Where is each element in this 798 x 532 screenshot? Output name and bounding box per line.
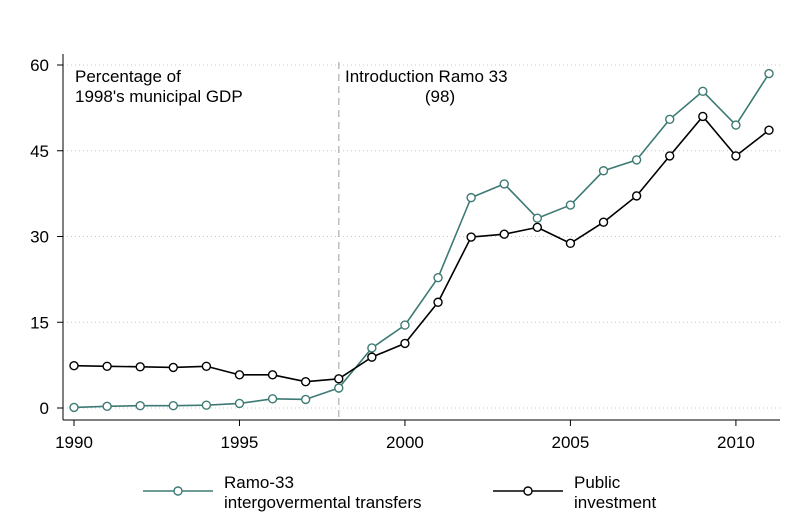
series [69, 68, 774, 413]
point-0-2005 [565, 200, 576, 210]
point-1-1995 [234, 370, 245, 380]
legend-item-transfers: Ramo-33 intergovermental transfers [143, 473, 421, 512]
point-0-2007 [631, 155, 642, 165]
point-1-1996 [267, 370, 278, 380]
point-1-1991 [102, 361, 112, 371]
legend-marker-investment [523, 486, 533, 496]
point-0-1998 [334, 383, 344, 393]
reference-label-line-2: (98) [425, 87, 455, 106]
legend-marker-transfers [173, 486, 183, 496]
point-0-1993 [168, 401, 178, 411]
series-1 [69, 111, 774, 387]
legend-label-investment-line-2: investment [574, 493, 656, 512]
x-tick-label-2005: 2005 [552, 433, 590, 452]
point-1-2004 [532, 222, 543, 233]
point-1-1993 [168, 362, 178, 373]
point-0-1991 [102, 401, 112, 411]
point-1-2005 [565, 238, 576, 249]
point-0-1996 [267, 394, 278, 404]
point-1-1998 [334, 374, 344, 384]
legend-label-investment-line-1: Public [574, 473, 621, 492]
point-1-2001 [433, 297, 443, 307]
x-tick-label-2010: 2010 [717, 433, 755, 452]
annotation-line-1: Percentage of [75, 67, 181, 86]
x-tick-label-2000: 2000 [386, 433, 424, 452]
point-1-1992 [135, 362, 145, 372]
point-1-2003 [499, 229, 509, 239]
x-axis-tick-labels: 1990 1995 2000 2005 2010 [55, 433, 755, 452]
point-0-2010 [731, 120, 741, 130]
point-1-2002 [466, 232, 476, 242]
point-0-2002 [466, 192, 476, 203]
series-line-0 [73, 73, 770, 409]
point-1-2008 [665, 151, 675, 161]
legend: Ramo-33 intergovermental transfers Publi… [143, 473, 656, 512]
x-tick-label-1995: 1995 [221, 433, 259, 452]
series-line-1 [73, 115, 770, 383]
legend-label-transfers-line-2: intergovermental transfers [224, 493, 421, 512]
point-1-2000 [400, 338, 410, 349]
point-0-1992 [135, 401, 145, 411]
y-tick-label-45: 45 [30, 142, 49, 161]
point-0-2008 [665, 114, 675, 125]
point-0-1999 [367, 343, 377, 353]
point-1-1990 [69, 360, 79, 371]
point-1-1999 [367, 352, 377, 362]
point-0-1995 [234, 398, 245, 409]
y-tick-label-15: 15 [30, 313, 49, 332]
legend-item-investment: Public investment [493, 473, 656, 512]
point-1-2007 [631, 191, 642, 201]
point-0-2004 [532, 213, 543, 223]
point-0-2003 [499, 179, 509, 189]
point-0-2011 [764, 68, 774, 79]
point-0-2000 [400, 320, 410, 330]
y-tick-label-60: 60 [30, 56, 49, 75]
point-1-2010 [731, 151, 741, 161]
x-tick-label-1990: 1990 [55, 433, 93, 452]
axes [57, 54, 780, 426]
series-0 [69, 68, 774, 413]
legend-label-transfers-line-1: Ramo-33 [224, 473, 294, 492]
point-1-1994 [201, 361, 212, 371]
point-0-1990 [69, 402, 79, 413]
point-1-1997 [300, 377, 311, 387]
reference-label-line-1: Introduction Ramo 33 [345, 67, 508, 86]
point-1-2011 [764, 125, 774, 135]
point-1-2009 [698, 111, 708, 122]
point-0-1994 [201, 400, 212, 410]
point-0-2001 [433, 272, 443, 283]
annotation-line-2: 1998's municipal GDP [75, 87, 243, 106]
point-0-2006 [598, 166, 609, 176]
y-tick-label-0: 0 [40, 399, 49, 418]
point-0-2009 [698, 86, 708, 96]
y-tick-label-30: 30 [30, 228, 49, 247]
y-axis-tick-labels: 0 15 30 45 60 [30, 56, 49, 418]
point-1-2006 [598, 217, 609, 227]
point-0-1997 [300, 394, 311, 405]
